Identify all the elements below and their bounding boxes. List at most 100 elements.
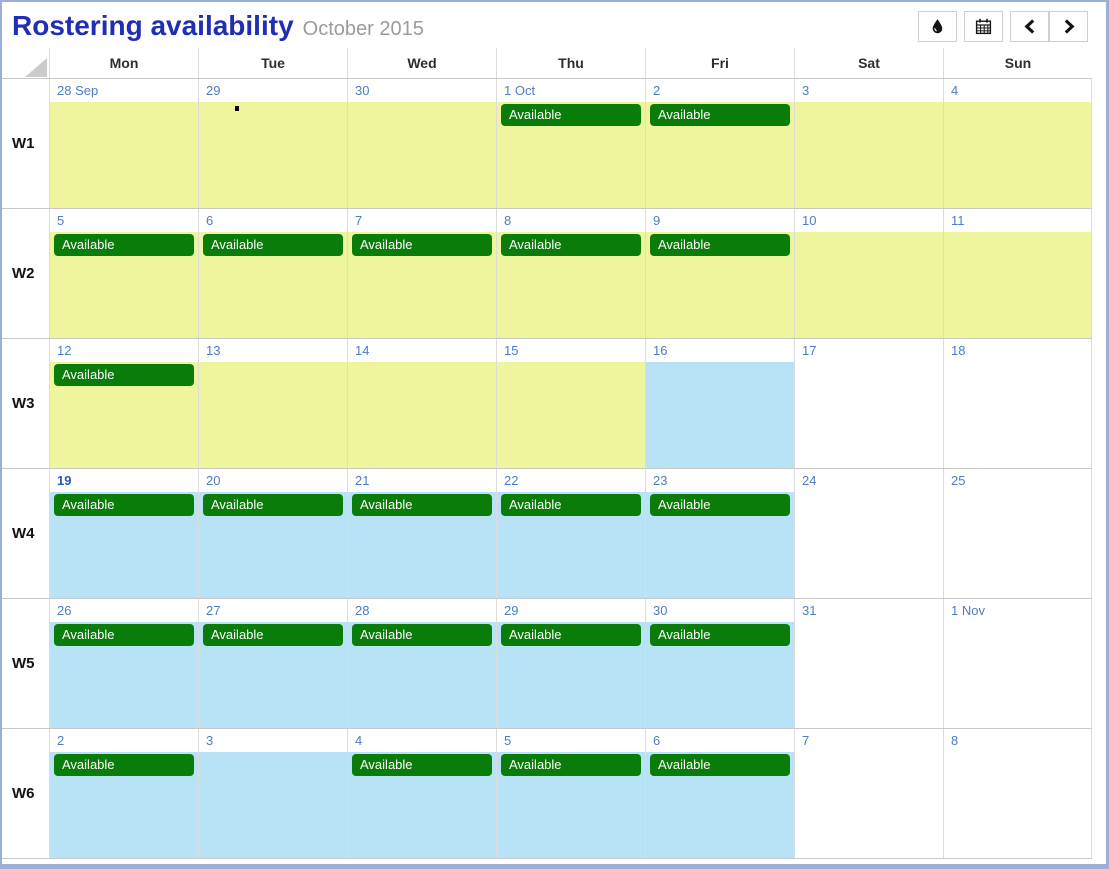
week-label: W2 [2,209,49,338]
day-cell[interactable]: 7 [794,729,943,858]
availability-badge[interactable]: Available [501,624,641,646]
week-row: W1 28 Sep 29 30 1 Oct Available 2 Available 3 4 [2,79,1092,209]
availability-badge[interactable]: Available [54,754,194,776]
day-cell[interactable]: 13 [198,339,347,468]
availability-badge[interactable]: Available [650,494,790,516]
availability-badge[interactable]: Available [501,234,641,256]
day-cell[interactable]: 5 Available [49,209,198,338]
day-cell[interactable]: 30 Available [645,599,794,728]
availability-badge[interactable]: Available [54,234,194,256]
day-cell[interactable]: 26 Available [49,599,198,728]
date-label: 30 [348,79,496,102]
day-cell[interactable]: 21 Available [347,469,496,598]
availability-badge[interactable]: Available [650,754,790,776]
date-label: 13 [199,339,347,362]
day-cell[interactable]: 11 [943,209,1092,338]
availability-badge[interactable]: Available [501,494,641,516]
availability-badge[interactable]: Available [54,624,194,646]
day-body: Available [50,232,198,338]
next-month-button[interactable] [1049,10,1088,42]
week-label: W3 [2,339,49,468]
day-cell[interactable]: 17 [794,339,943,468]
day-cell[interactable]: 10 [794,209,943,338]
availability-badge[interactable]: Available [54,364,194,386]
date-label: 16 [646,339,794,362]
availability-badge[interactable]: Available [352,754,492,776]
date-label: 20 [199,469,347,492]
day-cell[interactable]: 22 Available [496,469,645,598]
availability-badge[interactable]: Available [501,104,641,126]
day-header-fri: Fri [645,48,794,78]
day-cell[interactable]: 4 Available [347,729,496,858]
day-header-wed: Wed [347,48,496,78]
day-cell[interactable]: 6 Available [645,729,794,858]
availability-badge[interactable]: Available [203,494,343,516]
day-cell[interactable]: 28 Sep [49,79,198,208]
day-cell[interactable]: 25 [943,469,1092,598]
day-cell[interactable]: 27 Available [198,599,347,728]
day-body [795,752,943,858]
day-cell[interactable]: 29 Available [496,599,645,728]
week-row: W6 2 Available 3 4 Available 5 Available 6 Availa… [2,729,1092,859]
day-cell[interactable]: 29 [198,79,347,208]
month-label: October 2015 [302,18,424,40]
date-label: 25 [944,469,1091,492]
day-cell[interactable]: 2 Available [645,79,794,208]
availability-badge[interactable]: Available [203,234,343,256]
availability-badge[interactable]: Available [203,624,343,646]
availability-badge[interactable]: Available [650,104,790,126]
week-row: W4 19 Available 20 Available 21 Available 22 Ava… [2,469,1092,599]
day-cell[interactable]: 8 [943,729,1092,858]
page-title: Rostering availability [12,10,294,41]
day-body [646,362,794,468]
day-cell[interactable]: 15 [496,339,645,468]
day-cell[interactable]: 24 [794,469,943,598]
month-nav-group [1010,10,1088,42]
corner-cell [2,48,49,78]
day-cell[interactable]: 14 [347,339,496,468]
availability-badge[interactable]: Available [650,624,790,646]
day-cell[interactable]: 5 Available [496,729,645,858]
day-body: Available [50,362,198,468]
day-cell[interactable]: 18 [943,339,1092,468]
prev-month-button[interactable] [1010,10,1049,42]
day-body [944,362,1091,468]
day-cell[interactable]: 28 Available [347,599,496,728]
day-body: Available [646,232,794,338]
day-cell[interactable]: 12 Available [49,339,198,468]
day-cell[interactable]: 3 [198,729,347,858]
day-body: Available [497,622,645,728]
day-body [50,102,198,208]
day-cell[interactable]: 8 Available [496,209,645,338]
availability-badge[interactable]: Available [352,624,492,646]
day-cell[interactable]: 9 Available [645,209,794,338]
droplet-button[interactable] [918,10,957,42]
day-cell[interactable]: 6 Available [198,209,347,338]
availability-badge[interactable]: Available [54,494,194,516]
availability-badge[interactable]: Available [352,494,492,516]
date-label: 7 [795,729,943,752]
day-cell[interactable]: 2 Available [49,729,198,858]
day-body: Available [199,232,347,338]
day-body [944,492,1091,598]
day-cell[interactable]: 19 Available [49,469,198,598]
availability-badge[interactable]: Available [650,234,790,256]
day-cell[interactable]: 7 Available [347,209,496,338]
day-cell[interactable]: 16 [645,339,794,468]
day-cell[interactable]: 23 Available [645,469,794,598]
availability-badge[interactable]: Available [501,754,641,776]
day-cell[interactable]: 1 Nov [943,599,1092,728]
calendar-button[interactable] [964,10,1003,42]
day-cell[interactable]: 1 Oct Available [496,79,645,208]
day-body [944,752,1091,858]
availability-badge[interactable]: Available [352,234,492,256]
date-label: 1 Oct [497,79,645,102]
day-cell[interactable]: 30 [347,79,496,208]
date-label: 3 [795,79,943,102]
day-cell[interactable]: 20 Available [198,469,347,598]
corner-triangle-icon [25,58,47,77]
day-cell[interactable]: 31 [794,599,943,728]
day-body [348,102,496,208]
day-cell[interactable]: 4 [943,79,1092,208]
day-cell[interactable]: 3 [794,79,943,208]
